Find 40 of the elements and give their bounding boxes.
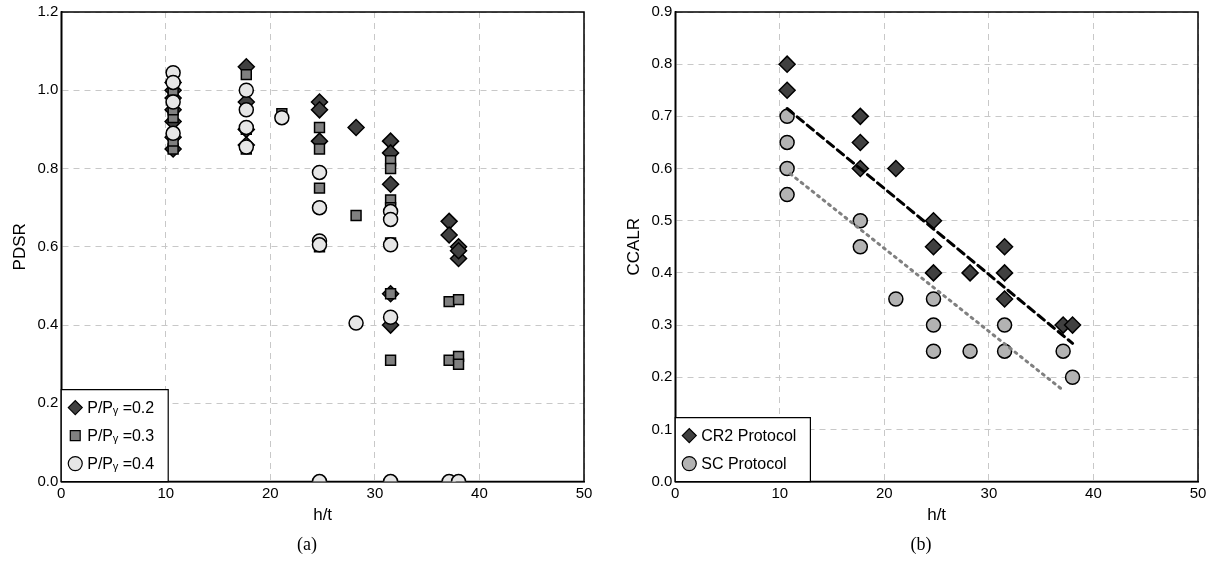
x-tick-label: 20 (876, 483, 893, 501)
x-axis-title: h/t (313, 505, 333, 525)
y-tick-label: 0.0 (37, 471, 59, 489)
y-tick-label: 0.2 (37, 393, 59, 411)
y-tick-label: 0.8 (37, 158, 59, 176)
y-tick-label: 0.8 (651, 54, 673, 72)
legend-label: SC Protocol (701, 455, 787, 473)
legend-label: CR2 Protocol (701, 427, 797, 445)
x-tick-label: 30 (366, 483, 384, 501)
x-tick-label: 30 (980, 483, 998, 501)
x-tick-label: 40 (471, 483, 488, 501)
y-tick-label: 0.2 (651, 367, 673, 385)
x-tick-label: 0 (57, 483, 66, 501)
legend-label: P/Pᵧ =0.4 (87, 455, 155, 473)
x-tick-label: 50 (575, 483, 593, 501)
y-axis-title: CCALR (623, 217, 643, 276)
y-tick-label: 0.4 (37, 315, 59, 333)
y-axis-title: PDSR (9, 223, 29, 271)
y-tick-label: 0.5 (651, 210, 673, 228)
x-tick-label: 40 (1085, 483, 1102, 501)
y-tick-label: 0.6 (37, 236, 59, 254)
y-tick-label: 0.4 (651, 263, 673, 281)
y-tick-label: 0.6 (651, 158, 673, 176)
x-tick-label: 50 (1189, 483, 1207, 501)
x-axis-title: h/t (927, 505, 947, 525)
y-tick-label: 0.0 (651, 471, 673, 489)
text: (a) (296, 534, 318, 555)
x-tick-label: 20 (262, 483, 279, 501)
x-tick-label: 10 (771, 483, 789, 501)
y-tick-label: 0.7 (651, 106, 673, 124)
y-tick-label: 0.1 (651, 419, 673, 437)
legend-label: P/Pᵧ =0.2 (87, 399, 155, 417)
y-tick-label: 0.3 (651, 315, 673, 333)
x-tick-label: 0 (671, 483, 680, 501)
legend-label: P/Pᵧ =0.3 (87, 427, 155, 445)
y-tick-label: 1.2 (37, 2, 59, 20)
x-tick-label: 10 (157, 483, 175, 501)
y-tick-label: 1.0 (37, 80, 59, 98)
text: (b) (909, 534, 933, 555)
y-tick-label: 0.9 (651, 2, 673, 20)
